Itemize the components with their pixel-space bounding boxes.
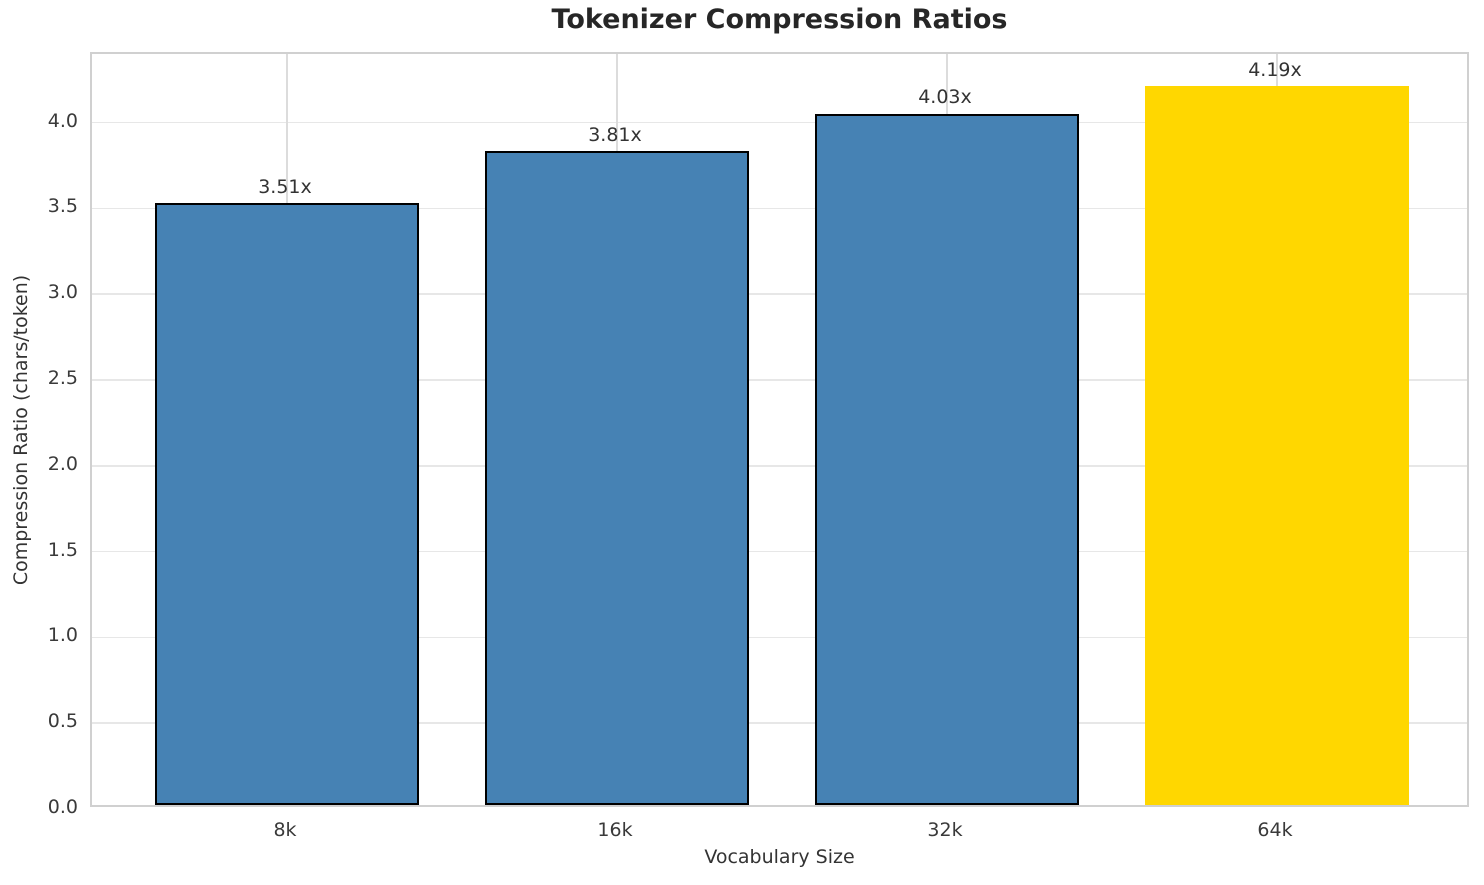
gridline-h (92, 293, 1467, 295)
bar-value-label: 3.81x (588, 124, 642, 147)
plot-area (90, 52, 1469, 807)
x-axis-label: Vocabulary Size (704, 846, 855, 868)
gridline-h (92, 722, 1467, 724)
gridline-h (92, 550, 1467, 553)
y-tick-label: 3.0 (47, 281, 78, 304)
y-tick-label: 0.0 (47, 796, 78, 818)
bar-value-label: 3.51x (258, 175, 312, 198)
y-tick-label: 4.0 (47, 109, 78, 132)
y-tick-label: 1.5 (47, 538, 78, 561)
x-tick-label: 16k (597, 819, 633, 841)
y-tick-label: 0.5 (47, 710, 78, 733)
gridline-h (92, 121, 1467, 124)
y-tick-label: 1.0 (47, 624, 78, 647)
x-tick-label: 8k (273, 819, 297, 841)
bar-value-label: 4.03x (918, 86, 972, 109)
bar-8k (155, 202, 419, 805)
gridline-h (92, 379, 1467, 381)
bar-16k (485, 151, 749, 805)
gridline-h (92, 465, 1467, 467)
chart-title: Tokenizer Compression Ratios (551, 4, 1008, 35)
bar-64k (1145, 86, 1409, 805)
bar-32k (815, 113, 1079, 805)
y-tick-label: 2.5 (47, 367, 78, 390)
bar-value-label: 4.19x (1248, 59, 1302, 82)
y-tick-label: 2.0 (47, 452, 78, 475)
y-tick-label: 3.5 (47, 195, 78, 218)
x-tick-label: 32k (927, 819, 963, 841)
x-tick-label: 64k (1257, 819, 1293, 841)
gridline-h (92, 207, 1467, 210)
gridline-h (92, 636, 1467, 639)
